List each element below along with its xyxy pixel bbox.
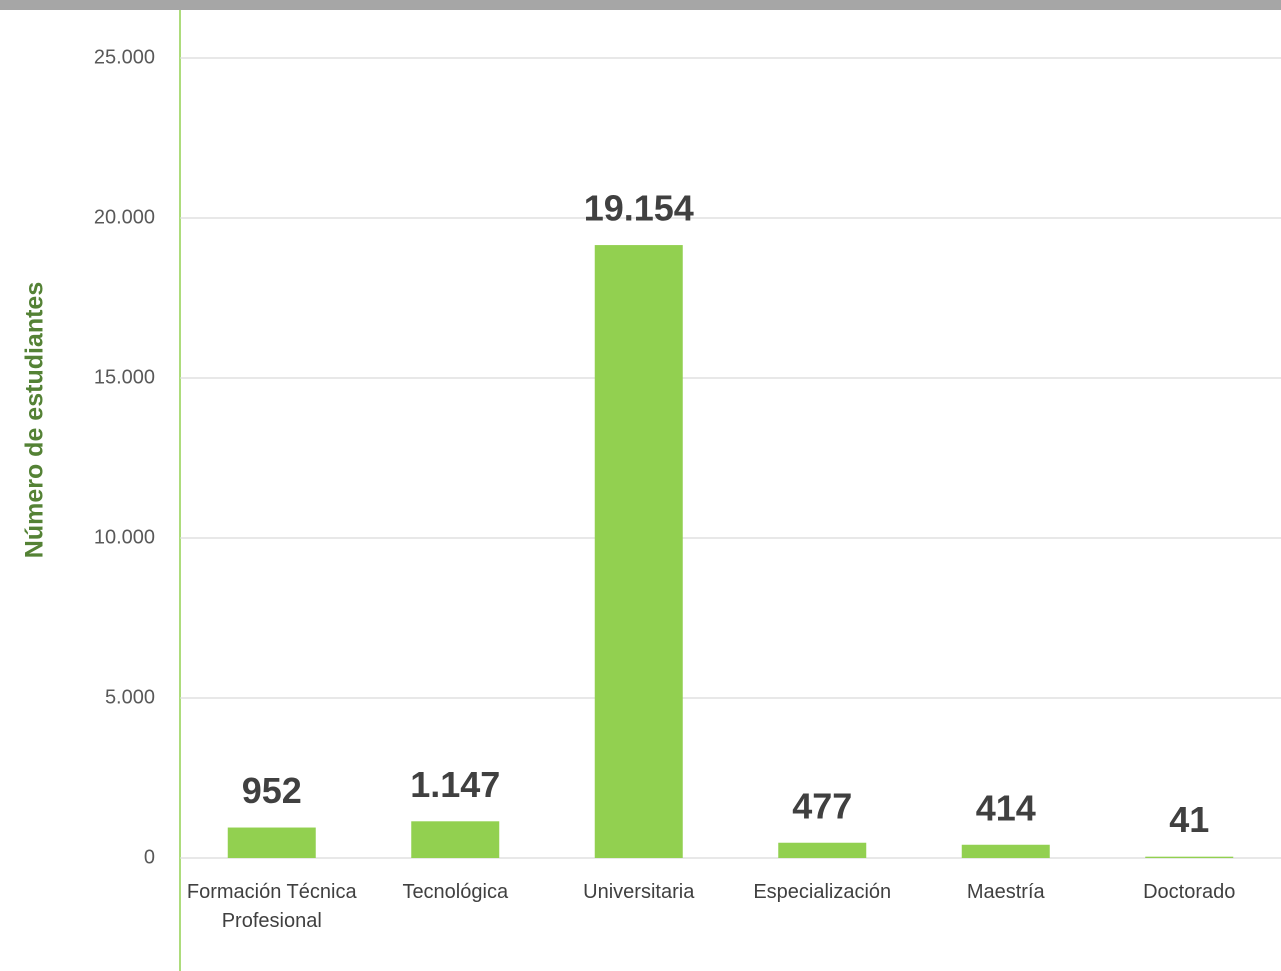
- x-tick-label: Doctorado: [1143, 881, 1236, 903]
- data-label: 952: [242, 770, 302, 811]
- data-label: 477: [792, 785, 852, 826]
- x-tick-label: Maestría: [966, 881, 1045, 903]
- x-tick-label: Especialización: [753, 881, 892, 903]
- bar: [594, 245, 683, 858]
- top-band: [0, 0, 1281, 10]
- y-tick-label: 5.000: [105, 686, 155, 708]
- data-label: 19.154: [584, 188, 694, 229]
- x-tick-label: Tecnológica: [402, 881, 509, 903]
- y-tick-label: 10.000: [94, 526, 155, 548]
- y-tick-label: 15.000: [94, 366, 155, 388]
- data-label: 1.147: [410, 764, 500, 805]
- bar: [961, 844, 1050, 858]
- y-tick-label: 20.000: [94, 206, 155, 228]
- x-tick-label: Universitaria: [583, 881, 695, 903]
- y-tick-label: 0: [144, 846, 155, 868]
- bar: [411, 821, 500, 858]
- bar: [1145, 856, 1234, 858]
- data-label: 414: [976, 787, 1036, 828]
- bar: [227, 827, 316, 858]
- data-label: 41: [1169, 799, 1209, 840]
- y-tick-label: 25.000: [94, 46, 155, 68]
- x-tick-label: Formación Técnica Profesional: [186, 881, 357, 932]
- bar: [778, 842, 867, 858]
- y-axis-label: Número de estudiantes: [21, 282, 49, 558]
